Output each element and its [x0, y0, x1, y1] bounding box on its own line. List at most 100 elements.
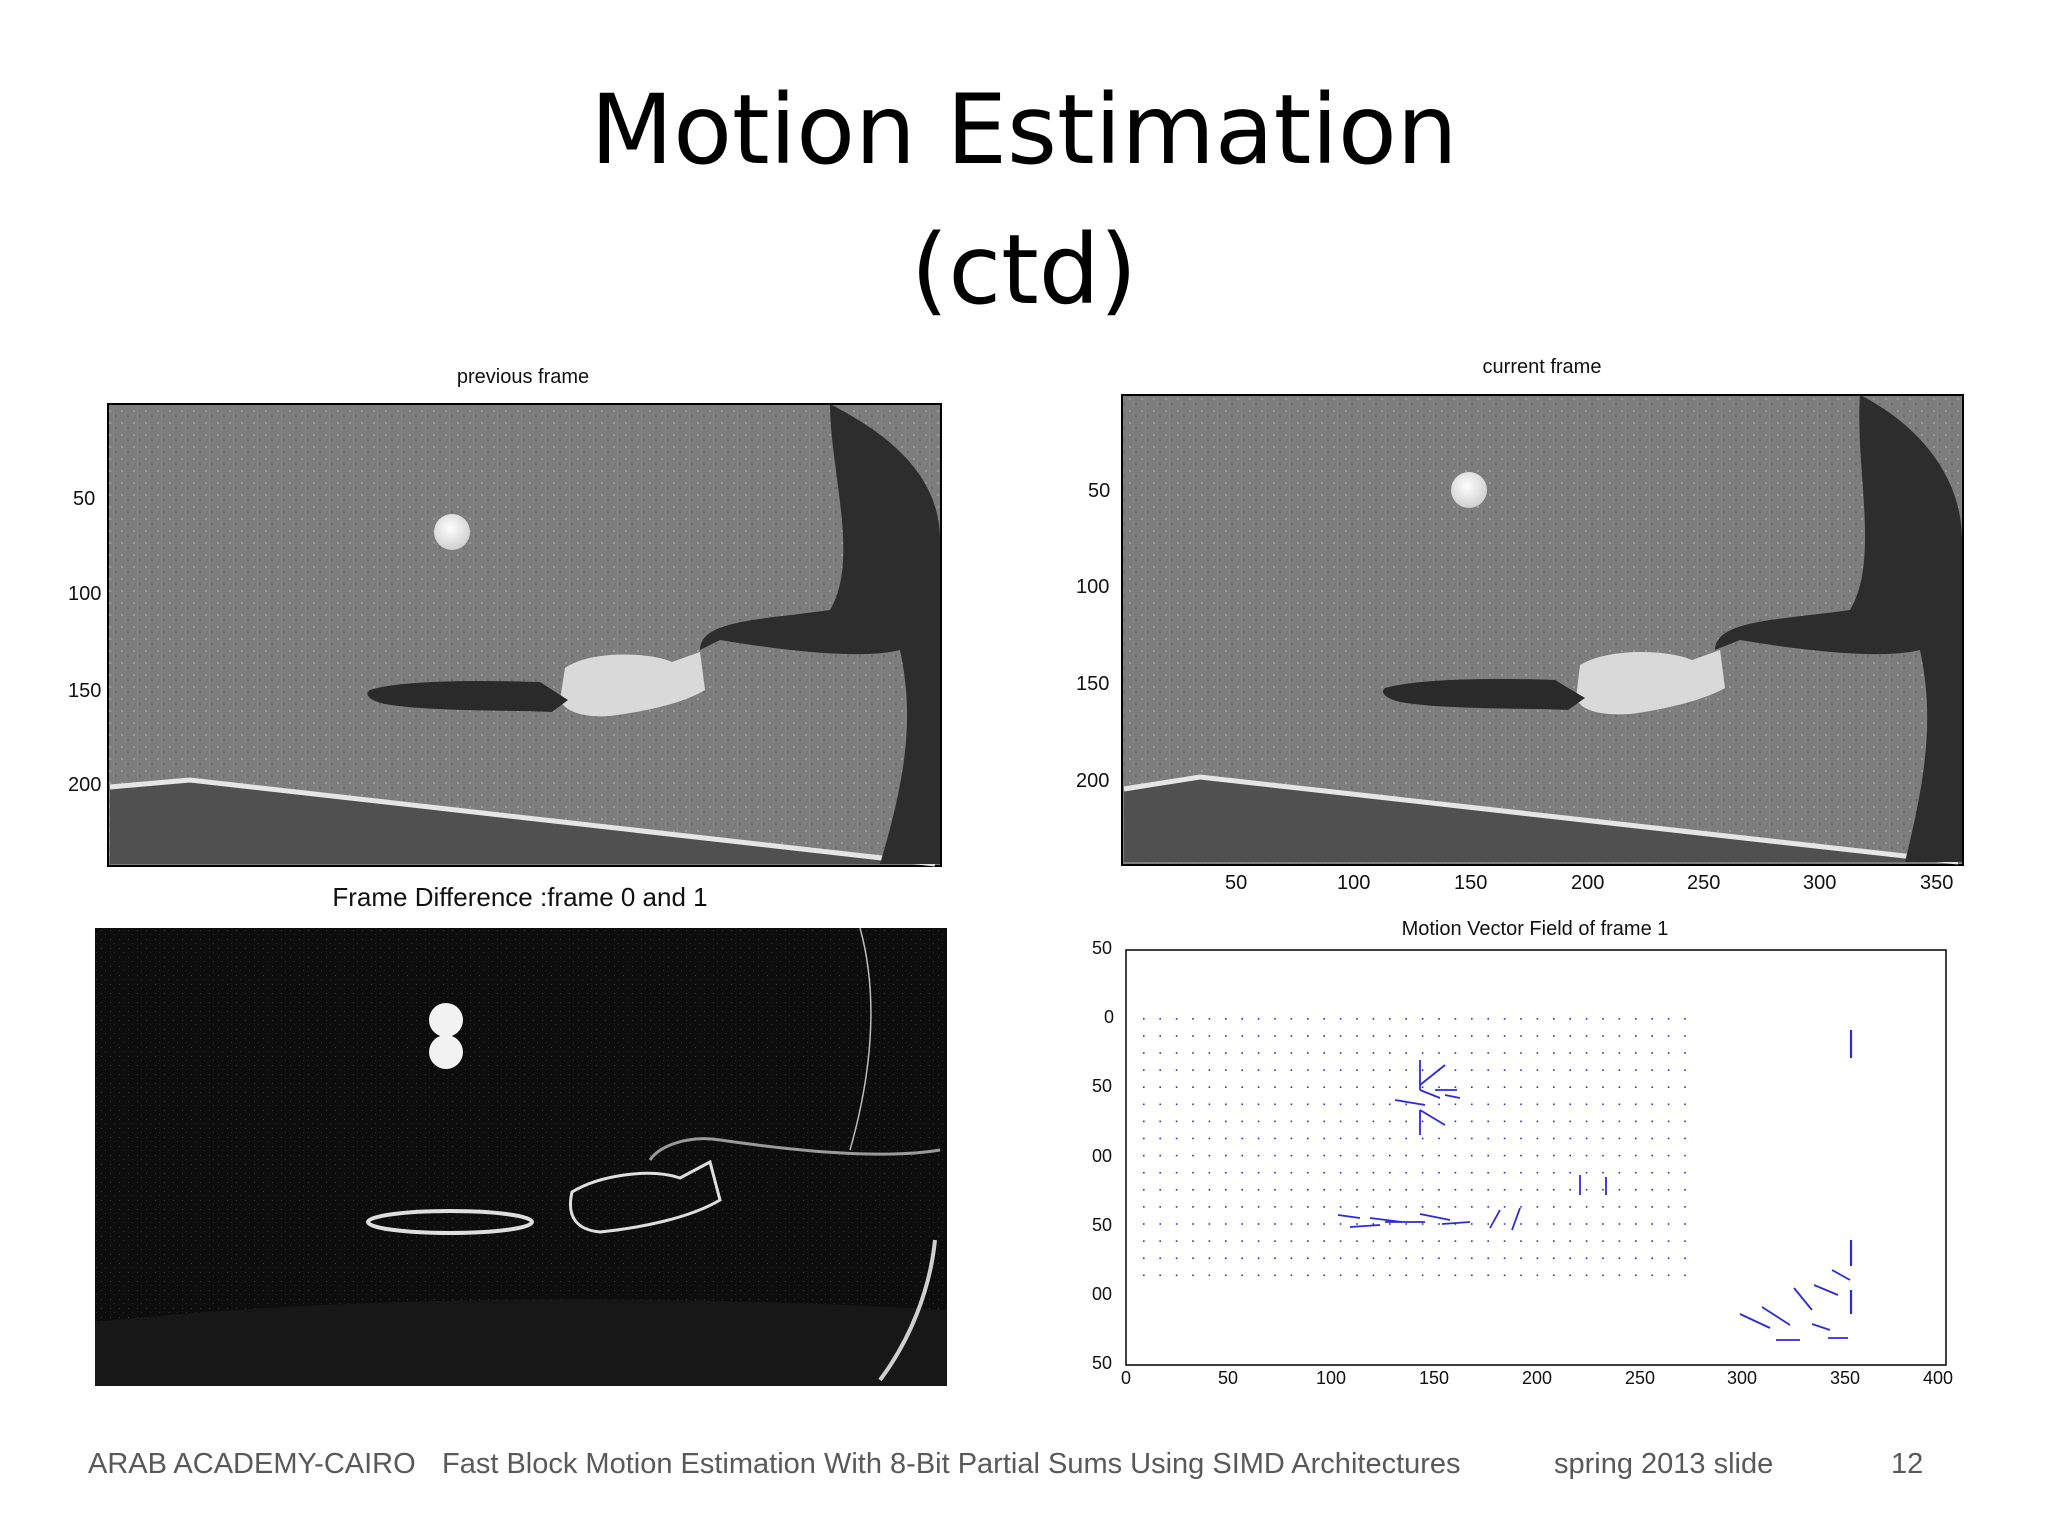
vector-dot	[1274, 1120, 1276, 1123]
vector-dot	[1454, 1257, 1457, 1259]
vector-dot	[1339, 1120, 1342, 1123]
vector-dot	[1290, 1035, 1293, 1037]
vector-dot	[1536, 1257, 1539, 1259]
vector-dot	[1389, 1189, 1391, 1191]
vector-dot	[1602, 1120, 1604, 1123]
vector-dot	[1454, 1171, 1457, 1174]
vector-dot	[1290, 1206, 1293, 1208]
vector-dot	[1323, 1137, 1325, 1140]
vector-dot	[1438, 1018, 1440, 1020]
vector-dot	[1274, 1171, 1276, 1174]
vector-dot	[1143, 1052, 1145, 1054]
vector-dot	[1159, 1274, 1161, 1277]
vector-dot	[1372, 1086, 1375, 1088]
vector-dot	[1208, 1052, 1211, 1054]
vector-dot	[1487, 1137, 1489, 1140]
vector-dot	[1651, 1171, 1653, 1174]
vector-dot	[1536, 1223, 1539, 1225]
vector-dot	[1471, 1223, 1473, 1225]
vector-dot	[1569, 1171, 1571, 1174]
vector-dot	[1405, 1206, 1407, 1208]
vector-dot	[1307, 1052, 1309, 1054]
vector-dot	[1274, 1274, 1276, 1277]
vector-dot	[1487, 1069, 1489, 1071]
vector-dot	[1667, 1018, 1670, 1020]
vector-dot	[1208, 1035, 1211, 1037]
vector-dot	[1635, 1052, 1637, 1054]
vector-dot	[1536, 1018, 1539, 1020]
vector-dot	[1192, 1035, 1194, 1037]
vector-dot	[1421, 1086, 1424, 1088]
vector-dot	[1684, 1223, 1686, 1225]
mv-xtick-150: 150	[1419, 1368, 1450, 1388]
motion-vector-title: Motion Vector Field of frame 1	[1401, 918, 1669, 940]
vector-dot	[1290, 1240, 1293, 1242]
vector-dot	[1438, 1052, 1440, 1054]
vector-dot	[1389, 1052, 1391, 1054]
vector-dot	[1487, 1154, 1489, 1157]
vector-dot	[1274, 1052, 1276, 1054]
vector-dot	[1651, 1274, 1653, 1277]
vector-dot	[1421, 1206, 1424, 1208]
vector-dot	[1389, 1103, 1391, 1106]
vector-dot	[1651, 1103, 1653, 1106]
vector-dot	[1421, 1274, 1424, 1277]
vector-dot	[1421, 1018, 1424, 1020]
vector-dot	[1241, 1206, 1243, 1208]
vector-dot	[1372, 1189, 1375, 1191]
vector-dot	[1274, 1223, 1276, 1225]
vector-dot	[1536, 1086, 1539, 1088]
vector-dot	[1257, 1189, 1260, 1191]
vector-dot	[1159, 1206, 1161, 1208]
vector-dot	[1225, 1171, 1227, 1174]
vector-dot	[1602, 1103, 1604, 1106]
vector-dot	[1339, 1206, 1342, 1208]
vector-dot	[1192, 1137, 1194, 1140]
vector-dot	[1159, 1137, 1161, 1140]
vector-dot	[1290, 1120, 1293, 1123]
vector-dot	[1503, 1069, 1506, 1071]
vector-dot	[1159, 1103, 1161, 1106]
vector-dot	[1208, 1171, 1211, 1174]
vector-dot	[1438, 1189, 1440, 1191]
vector-dot	[1635, 1137, 1637, 1140]
vector-dot	[1684, 1069, 1686, 1071]
vector-dot	[1421, 1240, 1424, 1242]
vector-dot	[1389, 1154, 1391, 1157]
vector-dot	[1569, 1240, 1571, 1242]
vector-dot	[1323, 1257, 1325, 1259]
vector-dot	[1356, 1206, 1358, 1208]
cur-xtick-150: 150	[1454, 872, 1488, 894]
vector-dot	[1454, 1103, 1457, 1106]
mv-xtick-400: 400	[1923, 1368, 1954, 1388]
vector-dot	[1520, 1154, 1522, 1157]
vector-dot	[1602, 1086, 1604, 1088]
vector-dot	[1389, 1171, 1391, 1174]
vector-dot	[1520, 1189, 1522, 1191]
vector-dot	[1175, 1018, 1178, 1020]
vector-arrow	[1793, 1287, 1813, 1311]
vector-dot	[1684, 1171, 1686, 1174]
vector-dot	[1684, 1086, 1686, 1088]
vector-dot	[1307, 1189, 1309, 1191]
vector-dot	[1389, 1206, 1391, 1208]
vector-dot	[1356, 1086, 1358, 1088]
vector-dot	[1143, 1171, 1145, 1174]
vector-dot	[1520, 1257, 1522, 1259]
slide-title: Motion Estimation (ctd)	[0, 60, 2048, 340]
vector-dot	[1651, 1189, 1653, 1191]
vector-dot	[1471, 1103, 1473, 1106]
vector-dot	[1421, 1223, 1424, 1225]
vector-dot	[1553, 1086, 1555, 1088]
vector-dot	[1323, 1086, 1325, 1088]
cur-ytick-50: 50	[1088, 480, 1111, 502]
vector-dot	[1274, 1086, 1276, 1088]
vector-dot	[1667, 1052, 1670, 1054]
vector-dot	[1421, 1171, 1424, 1174]
vector-dot	[1307, 1257, 1309, 1259]
vector-dot	[1536, 1137, 1539, 1140]
vector-dot	[1323, 1103, 1325, 1106]
vector-dot	[1339, 1035, 1342, 1037]
vector-dot	[1208, 1189, 1211, 1191]
